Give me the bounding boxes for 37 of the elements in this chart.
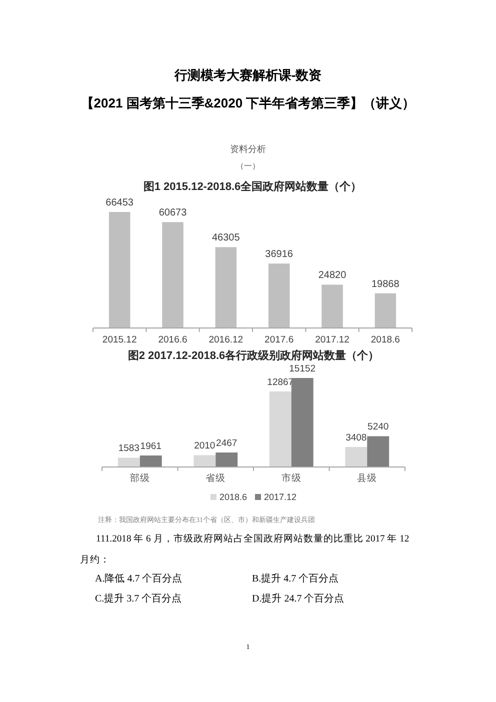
data-label: 2467 <box>216 438 238 450</box>
x-tick-label: 2017.12 <box>315 334 350 346</box>
data-label: 5240 <box>368 422 389 433</box>
chart-title: 图2 2017.12-2018.6各行政级别政府网站数量（个） <box>128 349 380 362</box>
text: D.提升 24.7 个百分点 <box>252 592 344 604</box>
legend-label: 2018.6 <box>219 492 247 502</box>
x-tick-label: 部级 <box>130 472 150 484</box>
text: 111.2018 年 6 月，市级政府网站占全国政府网站数量的比重比 2017 年 12 月约： <box>80 532 410 566</box>
data-label: 19868 <box>372 278 400 290</box>
x-tick-label: 市级 <box>281 472 302 484</box>
x-tick-label: 省级 <box>206 472 226 484</box>
text: 【2021 国考第十三季&2020 下半年省考第三季】（讲义） <box>80 96 416 110</box>
x-tick-label: 县级 <box>357 472 378 484</box>
text: 资料分析 <box>230 144 266 154</box>
data-label: 15152 <box>289 364 316 374</box>
text: （一） <box>236 162 260 170</box>
data-label: 66453 <box>106 198 134 208</box>
x-tick-label: 2016.6 <box>158 334 188 346</box>
text: 行测模考大赛解析课-数资 <box>173 68 322 82</box>
legend-label: 2017.12 <box>264 492 297 502</box>
data-label: 60673 <box>158 208 188 219</box>
data-label: 12867 <box>267 376 294 388</box>
chart-title: 图1 2015.12-2018.6全国政府网站数量（个） <box>143 180 362 193</box>
x-tick-label: 2017.6 <box>264 334 294 346</box>
data-label: 1583 <box>118 443 140 454</box>
data-label: 46305 <box>212 232 240 244</box>
x-tick-label: 2016.12 <box>208 334 244 346</box>
text: C.提升 3.7 个百分点 <box>95 592 182 604</box>
text: A.降低 4.7 个百分点 <box>95 572 182 584</box>
data-label: 36916 <box>265 249 294 260</box>
data-label: 2010 <box>194 440 216 452</box>
x-tick-label: 2018.6 <box>370 334 400 346</box>
text: B.提升 4.7 个百分点 <box>252 572 339 584</box>
x-tick-label: 2015.12 <box>102 334 137 346</box>
data-label: 3408 <box>346 432 367 444</box>
data-label: 24820 <box>318 270 347 282</box>
data-label: 1961 <box>140 440 162 452</box>
